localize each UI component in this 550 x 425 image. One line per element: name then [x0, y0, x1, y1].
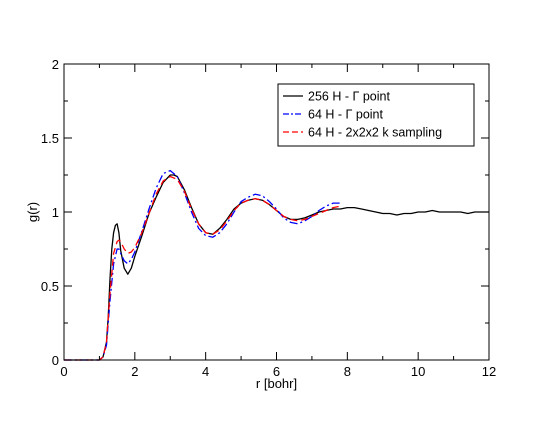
- x-tick-label: 0: [60, 364, 67, 379]
- x-tick-label: 8: [344, 364, 351, 379]
- x-tick-label: 6: [273, 364, 280, 379]
- legend-label-3: 64 H - 2x2x2 k sampling: [308, 126, 442, 140]
- x-tick-label: 12: [482, 364, 496, 379]
- y-tick-label: 2: [52, 57, 59, 72]
- y-tick-label: 1: [52, 205, 59, 220]
- series-line-3: [64, 175, 341, 361]
- x-tick-label: 4: [202, 364, 209, 379]
- series-layer: [64, 169, 489, 361]
- ticks-layer: 0 2 4 6 8 10 12 0 0.5 1 1.5 2: [41, 57, 496, 379]
- legend-box: [277, 83, 475, 147]
- legend-label-2: 64 H - Γ point: [308, 108, 384, 122]
- legend-label-1: 256 H - Γ point: [308, 90, 390, 104]
- y-axis-label: g(r): [25, 202, 40, 222]
- y-tick-label: 1.5: [41, 131, 59, 146]
- x-axis-label: r [bohr]: [256, 376, 297, 391]
- legend: 256 H - Γ point 64 H - Γ point 64 H - 2x2x…: [277, 83, 475, 147]
- x-tick-label: 2: [131, 364, 138, 379]
- series-line-2: [64, 169, 341, 361]
- y-tick-label: 0.5: [41, 279, 59, 294]
- series-line-1: [64, 174, 489, 361]
- y-tick-label: 0: [52, 353, 59, 368]
- x-tick-label: 10: [411, 364, 425, 379]
- legend-items: 256 H - Γ point 64 H - Γ point 64 H - 2x2x…: [283, 90, 442, 140]
